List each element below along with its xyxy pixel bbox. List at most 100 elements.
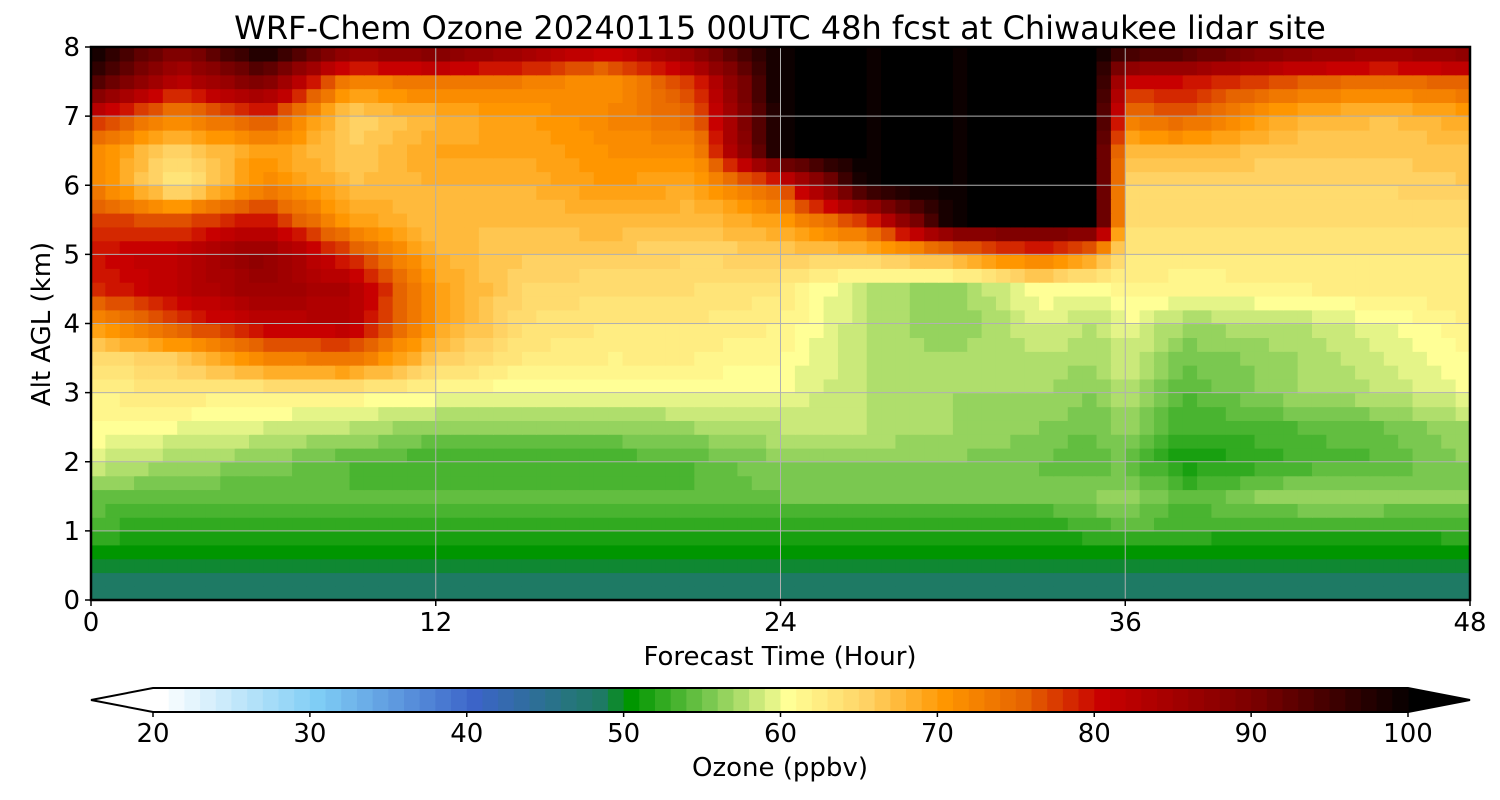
- field-cell: [220, 226, 236, 242]
- field-cell: [837, 392, 854, 408]
- field-cell: [1197, 351, 1213, 366]
- field-cell: [292, 171, 308, 186]
- field-cell: [766, 447, 782, 463]
- field-cell: [478, 226, 494, 242]
- field-cell: [579, 268, 595, 283]
- field-cell: [1139, 171, 1155, 186]
- colorbar-segment: [717, 688, 735, 712]
- field-cell: [1039, 447, 1055, 463]
- field-cell: [837, 378, 854, 394]
- field-cell: [1053, 544, 1069, 560]
- field-cell: [737, 351, 753, 366]
- field-cell: [1268, 185, 1284, 200]
- field-cell: [924, 323, 940, 339]
- field-cell: [565, 143, 581, 159]
- field-cell: [1283, 572, 1299, 587]
- field-cell: [1326, 60, 1342, 76]
- field-cell: [1139, 364, 1155, 380]
- field-cell: [1254, 503, 1270, 518]
- field-cell: [952, 199, 968, 214]
- field-cell: [809, 157, 825, 173]
- field-cell: [521, 530, 537, 546]
- field-cell: [565, 254, 581, 269]
- field-cell: [1398, 351, 1414, 366]
- field-cell: [464, 434, 480, 449]
- field-cell: [1297, 544, 1313, 560]
- field-cell: [1426, 116, 1442, 131]
- field-cell: [852, 475, 868, 491]
- field-cell: [378, 364, 394, 380]
- field-cell: [837, 88, 854, 103]
- field-cell: [565, 586, 581, 600]
- field-cell: [191, 447, 207, 463]
- field-cell: [1039, 88, 1055, 103]
- field-cell: [1182, 378, 1198, 394]
- field-cell: [1455, 309, 1470, 325]
- field-cell: [679, 530, 696, 546]
- x-axis: 0 12 24 36 48: [83, 600, 1487, 638]
- field-cell: [1283, 447, 1299, 463]
- field-cell: [1211, 351, 1227, 366]
- field-cell: [1125, 199, 1141, 214]
- field-cell: [1225, 461, 1241, 477]
- field-cell: [105, 199, 121, 214]
- field-cell: [421, 392, 437, 408]
- colorbar-segment: [670, 688, 687, 712]
- field-cell: [579, 406, 595, 421]
- field-cell: [1441, 337, 1457, 352]
- field-cell: [924, 143, 940, 159]
- field-cell: [349, 199, 365, 214]
- field-cell: [622, 309, 638, 325]
- field-cell: [378, 447, 394, 463]
- field-cell: [249, 74, 265, 90]
- field-cell: [1426, 212, 1442, 228]
- field-cell: [205, 420, 221, 435]
- field-cell: [579, 489, 595, 504]
- field-cell: [1383, 199, 1399, 214]
- field-cell: [234, 392, 250, 408]
- field-cell: [148, 544, 164, 560]
- field-cell: [1426, 558, 1442, 574]
- field-cell: [320, 171, 336, 186]
- field-cell: [1340, 295, 1356, 311]
- field-cell: [1412, 171, 1428, 186]
- field-cell: [1096, 240, 1112, 256]
- field-cell: [91, 558, 107, 574]
- field-cell: [636, 378, 652, 394]
- field-cell: [579, 212, 595, 228]
- field-cell: [1426, 295, 1442, 311]
- field-cell: [349, 102, 365, 117]
- field-cell: [536, 226, 552, 242]
- field-cell: [593, 420, 609, 435]
- field-cell: [622, 378, 638, 394]
- field-cell: [1182, 530, 1198, 546]
- field-cell: [1010, 530, 1026, 546]
- field-cell: [91, 171, 107, 186]
- field-cell: [981, 530, 997, 546]
- colorbar-tick-label: 80: [1078, 719, 1111, 749]
- field-cell: [1398, 226, 1414, 242]
- field-cell: [866, 240, 882, 256]
- field-cell: [249, 420, 265, 435]
- field-cell: [1211, 406, 1227, 421]
- field-cell: [335, 586, 351, 600]
- field-cell: [909, 88, 925, 103]
- field-cell: [751, 171, 767, 186]
- field-cell: [1039, 351, 1055, 366]
- field-cell: [866, 351, 882, 366]
- field-cell: [1254, 364, 1270, 380]
- field-cell: [1268, 226, 1284, 242]
- field-cell: [349, 558, 365, 574]
- field-cell: [1283, 475, 1299, 491]
- field-cell: [1010, 544, 1026, 560]
- field-cell: [1268, 378, 1284, 394]
- field-cell: [1110, 171, 1126, 186]
- field-cell: [277, 544, 293, 560]
- field-cell: [450, 47, 466, 62]
- field-cell: [1383, 447, 1399, 463]
- field-cell: [134, 268, 150, 283]
- field-cell: [363, 88, 379, 103]
- field-cell: [1283, 489, 1299, 504]
- field-cell: [1441, 364, 1457, 380]
- field-cell: [1441, 378, 1457, 394]
